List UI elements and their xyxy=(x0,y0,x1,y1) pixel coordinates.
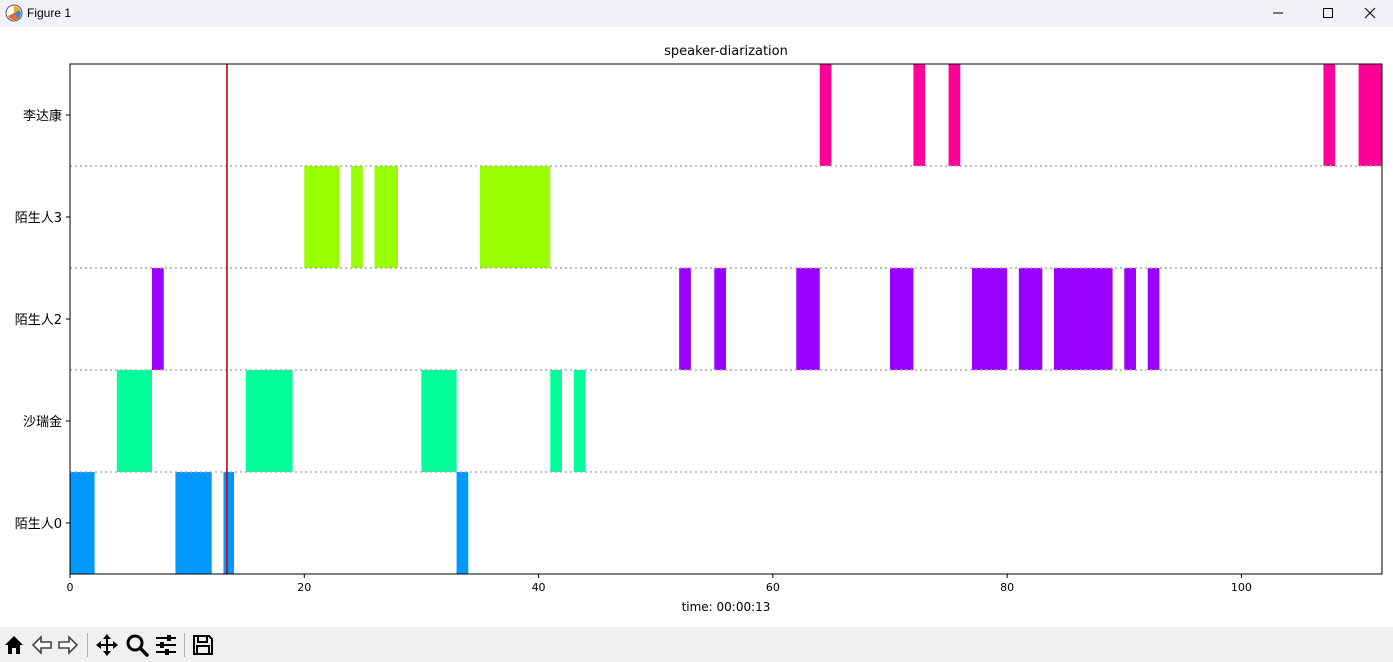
speaker-segment xyxy=(175,472,212,574)
x-tick-label: 40 xyxy=(532,581,546,594)
y-tick-label: 陌生人0 xyxy=(15,517,62,532)
maximize-icon xyxy=(1323,8,1333,18)
speaker-segment xyxy=(573,370,586,472)
home-icon[interactable] xyxy=(2,633,26,657)
speaker-segment xyxy=(819,64,832,166)
window-titlebar: Figure 1 xyxy=(0,0,1393,27)
figure-canvas[interactable]: 0 20 40 60 80 100 陌生人0 沙瑞金 陌生人2 陌生人3 李达康 speaker-… xyxy=(0,27,1393,627)
speaker-segment xyxy=(714,268,726,370)
forward-icon[interactable] xyxy=(56,633,80,657)
window-title: Figure 1 xyxy=(27,6,72,20)
speaker-segment xyxy=(152,268,164,370)
x-axis-ticks: 0 20 40 60 80 100 xyxy=(67,574,1252,594)
chart-title: speaker-diarization xyxy=(664,44,788,59)
speaker-segment xyxy=(972,268,1008,370)
speaker-diarization-chart: 0 20 40 60 80 100 陌生人0 沙瑞金 陌生人2 陌生人3 李达康 speaker-… xyxy=(15,44,1383,614)
pan-icon[interactable] xyxy=(95,633,119,657)
navigation-toolbar xyxy=(0,627,1393,662)
speaker-segment xyxy=(70,472,95,574)
y-tick-label: 李达康 xyxy=(23,108,62,124)
speaker-segment xyxy=(245,370,293,472)
row-separators xyxy=(70,165,1382,473)
speaker-segment xyxy=(1054,268,1113,370)
speaker-segment xyxy=(1018,268,1043,370)
speaker-segment xyxy=(1358,64,1382,166)
speaker-segment xyxy=(550,370,562,472)
x-tick-label: 0 xyxy=(67,581,74,594)
save-icon[interactable] xyxy=(191,633,215,657)
x-axis-label: time: 00:00:13 xyxy=(682,600,771,614)
x-tick-label: 60 xyxy=(766,581,780,594)
close-button[interactable] xyxy=(1347,0,1393,27)
toolbar-separator xyxy=(87,633,88,657)
speaker-segment xyxy=(351,166,363,268)
speaker-segment xyxy=(374,166,398,268)
speaker-segment xyxy=(1147,268,1160,370)
speaker-segment xyxy=(1124,268,1136,370)
x-tick-label: 20 xyxy=(297,581,311,594)
y-tick-label: 陌生人2 xyxy=(15,313,62,328)
configure-subplots-icon[interactable] xyxy=(154,633,178,657)
speaker-segment xyxy=(116,370,152,472)
speaker-segment xyxy=(421,370,457,472)
x-tick-label: 80 xyxy=(1000,581,1014,594)
y-axis-ticks: 陌生人0 沙瑞金 陌生人2 陌生人3 李达康 xyxy=(15,108,70,532)
segments-layer xyxy=(70,64,1382,574)
speaker-segment xyxy=(679,268,691,370)
speaker-segment xyxy=(480,166,551,268)
zoom-icon[interactable] xyxy=(125,633,149,657)
y-tick-label: 沙瑞金 xyxy=(23,414,62,430)
toolbar-separator xyxy=(184,633,185,657)
speaker-segment xyxy=(913,64,926,166)
speaker-segment xyxy=(1323,64,1336,166)
y-tick-label: 陌生人3 xyxy=(15,211,62,226)
speaker-segment xyxy=(890,268,914,370)
close-icon xyxy=(1364,7,1376,19)
speaker-segment xyxy=(223,472,234,574)
speaker-segment xyxy=(456,472,469,574)
matplotlib-app-icon xyxy=(5,4,23,22)
minimize-button[interactable] xyxy=(1255,0,1301,27)
speaker-segment xyxy=(948,64,961,166)
speaker-segment xyxy=(304,166,340,268)
speaker-segment xyxy=(796,268,820,370)
minimize-icon xyxy=(1273,12,1283,14)
maximize-button[interactable] xyxy=(1305,0,1351,27)
back-icon[interactable] xyxy=(30,633,54,657)
x-tick-label: 100 xyxy=(1231,581,1252,594)
